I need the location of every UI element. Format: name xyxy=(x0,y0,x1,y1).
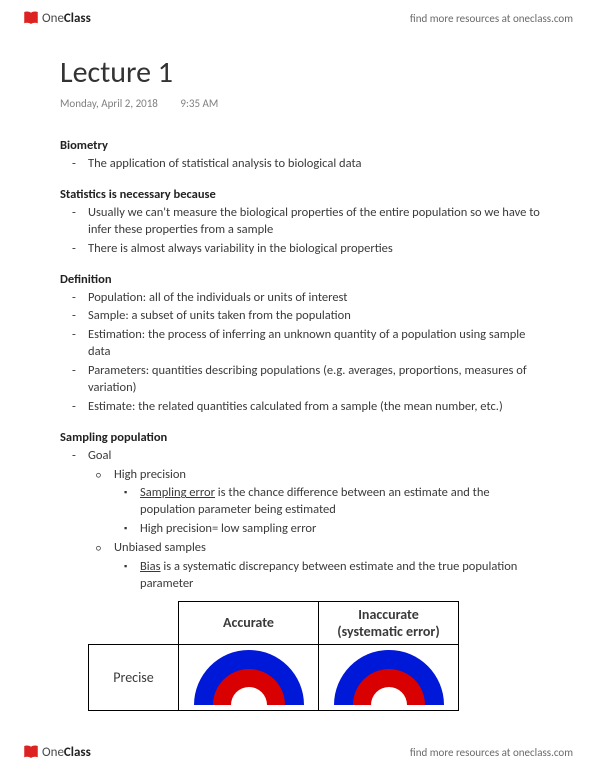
list-item: Usually we can't measure the biological … xyxy=(88,205,545,239)
list-sampling: Goal High precision Sampling error is th… xyxy=(60,448,545,593)
target-cell-precise-inaccurate xyxy=(319,644,459,710)
target-icon xyxy=(194,650,304,705)
footer-tagline-link[interactable]: find more resources at oneclass.com xyxy=(410,746,573,759)
book-icon xyxy=(22,9,40,27)
list-item: There is almost always variability in th… xyxy=(88,241,545,258)
page-date: Monday, April 2, 2018 xyxy=(60,97,158,110)
target-cell-precise-accurate xyxy=(179,644,319,710)
book-icon xyxy=(22,743,40,761)
section-head-necessary: Statistics is necessary because xyxy=(60,187,545,202)
page-time: 9:35 AM xyxy=(180,97,218,110)
list-item-unbiased: Unbiased samples Bias is a systematic di… xyxy=(114,540,545,593)
list-item: Estimation: the process of inferring an … xyxy=(88,327,545,361)
page-meta: Monday, April 2, 2018 9:35 AM xyxy=(60,97,545,110)
brand-name: OneClass xyxy=(42,745,91,760)
list-item: The application of statistical analysis … xyxy=(88,156,545,173)
list-item-precision: High precision Sampling error is the cha… xyxy=(114,467,545,539)
list-item-goal: Goal High precision Sampling error is th… xyxy=(88,448,545,593)
page-header: OneClass find more resources at oneclass… xyxy=(0,0,595,36)
list-item: Parameters: quantities describing popula… xyxy=(88,363,545,397)
page-title: Lecture 1 xyxy=(60,54,545,91)
list-biometry: The application of statistical analysis … xyxy=(60,156,545,173)
table-header-accurate: Accurate xyxy=(179,601,319,644)
section-head-definition: Definition xyxy=(60,272,545,287)
list-item: Population: all of the individuals or un… xyxy=(88,290,545,307)
header-tagline-link[interactable]: find more resources at oneclass.com xyxy=(410,12,573,25)
table-header-inaccurate: Inaccurate(systematic error) xyxy=(319,601,459,644)
list-item: Sampling error is the chance difference … xyxy=(140,485,545,519)
list-definition: Population: all of the individuals or un… xyxy=(60,290,545,416)
accuracy-precision-table: Accurate Inaccurate(systematic error) Pr… xyxy=(88,601,545,711)
brand-logo: OneClass xyxy=(22,9,91,27)
brand-name: OneClass xyxy=(42,11,91,26)
table-row-label-precise: Precise xyxy=(89,644,179,710)
list-item: Estimate: the related quantities calcula… xyxy=(88,399,545,416)
list-item: Sample: a subset of units taken from the… xyxy=(88,308,545,325)
section-head-sampling: Sampling population xyxy=(60,430,545,445)
section-head-biometry: Biometry xyxy=(60,138,545,153)
document-body: Lecture 1 Monday, April 2, 2018 9:35 AM … xyxy=(60,54,545,728)
target-icon xyxy=(334,650,444,705)
page-footer: OneClass find more resources at oneclass… xyxy=(0,734,595,770)
brand-logo: OneClass xyxy=(22,743,91,761)
list-item: High precision= low sampling error xyxy=(140,521,545,538)
list-necessary: Usually we can't measure the biological … xyxy=(60,205,545,258)
list-item: Bias is a systematic discrepancy between… xyxy=(140,559,545,593)
